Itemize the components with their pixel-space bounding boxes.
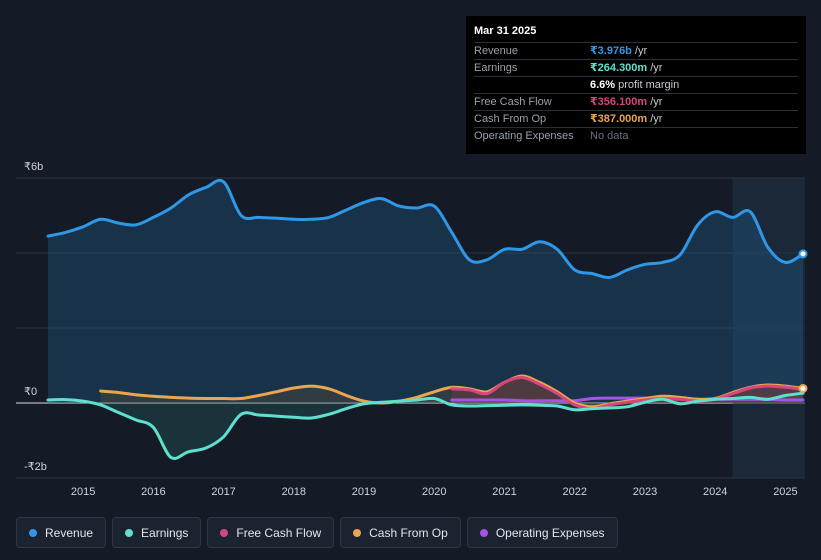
revenue-line	[46, 178, 805, 279]
tooltip-label	[474, 77, 590, 93]
earnings-line	[46, 391, 805, 460]
cash-from-op-end-marker	[798, 383, 808, 393]
earnings-area	[48, 393, 803, 459]
earnings-dot-icon	[125, 528, 134, 537]
series-lines	[46, 178, 805, 460]
tooltip-row-cfo: Cash From Op ₹387.000m/yr	[474, 110, 798, 127]
legend: Revenue Earnings Free Cash Flow Cash Fro…	[16, 517, 618, 548]
y-tick-label: ₹0	[24, 386, 37, 398]
x-tick-label: 2025	[773, 486, 797, 498]
tooltip: Mar 31 2025 Revenue ₹3.976b/yr Earnings …	[466, 16, 806, 154]
x-tick-label: 2019	[352, 486, 376, 498]
legend-item-operating-expenses[interactable]: Operating Expenses	[466, 517, 618, 548]
revenue-dot-icon	[29, 528, 37, 537]
x-tick-label: 2017	[211, 486, 235, 498]
y-tick-label: -₹2b	[24, 461, 47, 473]
legend-label: Earnings	[141, 525, 189, 540]
tooltip-value: 6.6% profit margin	[590, 79, 680, 91]
legend-label: Operating Expenses	[495, 525, 605, 540]
tooltip-value: ₹264.300m/yr	[590, 62, 663, 74]
legend-label: Revenue	[45, 525, 94, 540]
x-tick-label: 2023	[633, 486, 657, 498]
tooltip-label: Operating Expenses	[474, 130, 574, 142]
forecast-band	[732, 178, 805, 478]
tooltip-label: Cash From Op	[474, 113, 547, 125]
tooltip-row-fcf: Free Cash Flow ₹356.100m/yr	[474, 93, 798, 110]
revenue-end-marker	[798, 249, 808, 259]
operating-expenses-dot-icon	[479, 528, 488, 537]
revenue-area	[48, 180, 803, 403]
x-tick-label: 2020	[422, 486, 446, 498]
tooltip-value: No data	[590, 130, 629, 142]
legend-item-revenue[interactable]: Revenue	[16, 517, 107, 548]
operating-expenses-line	[450, 396, 805, 403]
y-axis-labels: ₹6b ₹0 -₹2b	[24, 161, 47, 473]
x-tick-label: 2015	[71, 486, 95, 498]
x-tick-label: 2021	[492, 486, 516, 498]
tooltip-date: Mar 31 2025	[474, 25, 537, 37]
tooltip-label: Free Cash Flow	[474, 96, 552, 108]
series-areas	[48, 180, 803, 459]
cash-from-op-area	[100, 376, 803, 407]
tooltip-row-opex: Operating Expenses No data	[474, 127, 798, 144]
tooltip-value: ₹356.100m/yr	[590, 96, 663, 108]
end-markers	[798, 249, 808, 393]
tooltip-label: Earnings	[474, 62, 518, 74]
legend-item-earnings[interactable]: Earnings	[112, 517, 202, 548]
tooltip-value: ₹387.000m/yr	[590, 113, 663, 125]
free-cash-flow-line	[450, 375, 805, 411]
y-tick-label: ₹6b	[24, 161, 43, 173]
legend-item-free-cash-flow[interactable]: Free Cash Flow	[207, 517, 335, 548]
x-axis-labels: 2015 2016 2017 2018 2019 2020 2021 2022 2023 2024…	[71, 486, 798, 498]
free-cash-flow-dot-icon	[220, 528, 229, 537]
tooltip-label: Revenue	[474, 45, 519, 57]
x-tick-label: 2018	[282, 486, 306, 498]
x-tick-label: 2016	[141, 486, 165, 498]
legend-label: Free Cash Flow	[236, 525, 322, 540]
x-tick-label: 2024	[703, 486, 727, 498]
x-tick-label: 2022	[563, 486, 587, 498]
legend-label: Cash From Op	[369, 525, 448, 540]
forecast-highlight	[732, 178, 805, 478]
tooltip-row-earnings: Earnings ₹264.300m/yr	[474, 59, 798, 76]
tooltip-row-revenue: Revenue ₹3.976b/yr	[474, 42, 798, 59]
tooltip-row-margin: 6.6% profit margin	[474, 76, 798, 93]
cash-from-op-dot-icon	[353, 528, 362, 537]
legend-item-cash-from-op[interactable]: Cash From Op	[340, 517, 461, 548]
tooltip-value: ₹3.976b/yr	[590, 45, 648, 57]
